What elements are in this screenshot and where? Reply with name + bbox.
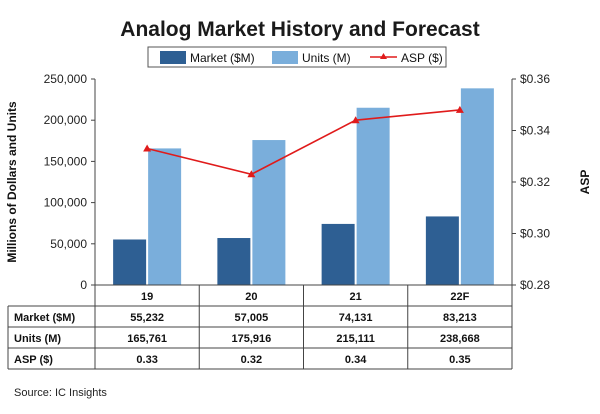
table-cell: 175,916 bbox=[231, 333, 271, 345]
bar-units-20 bbox=[252, 140, 286, 285]
table-header-cell: 22F bbox=[450, 291, 469, 303]
source-note: Source: IC Insights bbox=[14, 387, 107, 399]
asp-point-22F bbox=[455, 105, 464, 113]
right-axis: $0.28 $0.30 $0.32 $0.34 $0.36 bbox=[512, 72, 550, 292]
bar-units-21 bbox=[356, 107, 390, 285]
y2-tick-label: $0.28 bbox=[520, 278, 550, 292]
y-tick-label: 150,000 bbox=[44, 154, 88, 168]
table-cell: 55,232 bbox=[130, 312, 164, 324]
asp-line bbox=[146, 109, 460, 176]
y-axis-title: Millions of Dollars and Units bbox=[5, 101, 19, 263]
legend-marker-asp bbox=[380, 53, 387, 59]
legend-label-units: Units (M) bbox=[302, 51, 351, 65]
asp-point-20 bbox=[247, 170, 256, 178]
table-header-cell: 19 bbox=[141, 291, 153, 303]
bar-market-19 bbox=[113, 239, 147, 285]
bar-units-22F bbox=[460, 88, 494, 285]
legend-swatch-market bbox=[160, 51, 186, 64]
chart-title: Analog Market History and Forecast bbox=[120, 18, 479, 41]
table-cell: 83,213 bbox=[443, 312, 477, 324]
asp-series bbox=[143, 105, 464, 178]
asp-point-19 bbox=[143, 144, 152, 152]
table-header-cell: 21 bbox=[350, 291, 362, 303]
legend-label-market: Market ($M) bbox=[190, 51, 255, 65]
y2-axis-title: ASP bbox=[578, 170, 592, 195]
legend-swatch-units bbox=[272, 51, 298, 64]
bars bbox=[113, 88, 494, 285]
data-table: 19 20 21 22F Market ($M) 55,232 57,005 74,131 83… bbox=[7, 284, 513, 370]
table-cell: 0.33 bbox=[136, 354, 157, 366]
table-cell: 165,761 bbox=[127, 333, 167, 345]
y-tick-label: 200,000 bbox=[44, 113, 88, 127]
y-tick-label: 50,000 bbox=[50, 237, 87, 251]
table-row-label: Units (M) bbox=[14, 333, 61, 345]
table-row-label: Market ($M) bbox=[14, 312, 75, 324]
bar-market-22F bbox=[425, 216, 459, 285]
y-tick-label: 250,000 bbox=[44, 72, 88, 86]
y-tick-label: 0 bbox=[80, 278, 87, 292]
bar-market-21 bbox=[321, 223, 355, 285]
table-row-label: ASP ($) bbox=[14, 354, 53, 366]
asp-point-21 bbox=[351, 116, 360, 124]
y2-tick-label: $0.36 bbox=[520, 72, 550, 86]
y2-tick-label: $0.30 bbox=[520, 227, 550, 241]
left-axis: 0 50,000 100,000 150,000 200,000 250,000 bbox=[44, 72, 95, 292]
table-cell: 57,005 bbox=[235, 312, 269, 324]
table-cell: 238,668 bbox=[440, 333, 480, 345]
bar-units-19 bbox=[148, 148, 182, 285]
bar-market-20 bbox=[217, 238, 251, 285]
table-cell: 74,131 bbox=[339, 312, 373, 324]
y-tick-label: 100,000 bbox=[44, 196, 88, 210]
y2-tick-label: $0.32 bbox=[520, 175, 550, 189]
y2-tick-label: $0.34 bbox=[520, 124, 550, 138]
legend-label-asp: ASP ($) bbox=[401, 51, 443, 65]
table-cell: 215,111 bbox=[336, 333, 375, 345]
table-cell: 0.35 bbox=[449, 354, 470, 366]
table-header-cell: 20 bbox=[245, 291, 257, 303]
table-cell: 0.34 bbox=[345, 354, 367, 366]
table-cell: 0.32 bbox=[241, 354, 262, 366]
legend: Market ($M) Units (M) ASP ($) bbox=[147, 46, 447, 68]
